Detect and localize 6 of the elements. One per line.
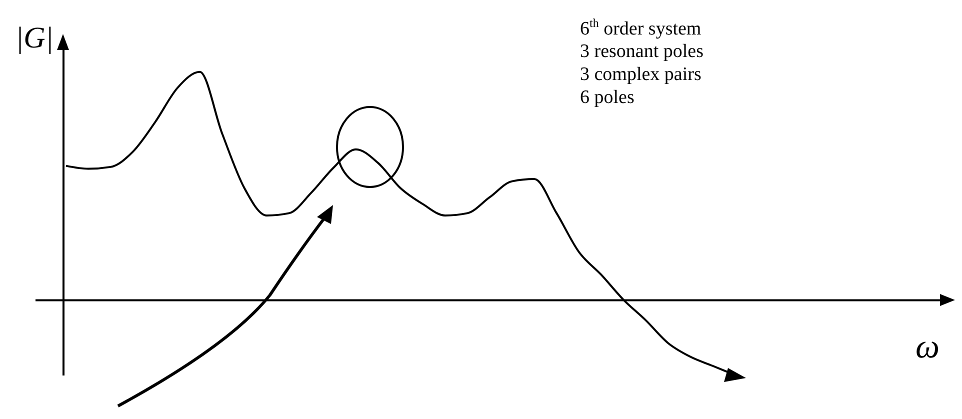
annotation: 6 poles [580, 86, 636, 110]
text: 6$^{th}$ order system [580, 15, 702, 40]
x-axis-title: ω [916, 328, 940, 366]
annotation: 3 complex pairs [580, 63, 702, 86]
y-axis-title: |G| [15, 22, 54, 54]
text: 3 resonant poles [580, 40, 704, 64]
